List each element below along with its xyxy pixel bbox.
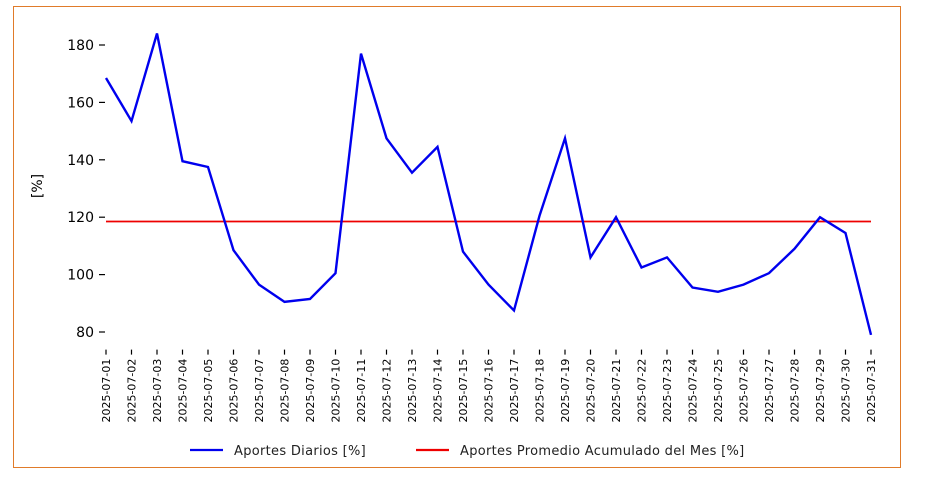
x-tick-label: 2025-07-25 [712, 359, 725, 423]
legend-label: Aportes Promedio Acumulado del Mes [%] [460, 444, 745, 459]
x-tick-label: 2025-07-17 [508, 359, 521, 423]
x-axis: 2025-07-01 2025-07-02 2025-07-03 2025-07-04… [100, 349, 878, 423]
x-tick-label: 2025-07-02 [126, 359, 139, 423]
x-tick-label: 2025-07-18 [534, 359, 547, 423]
y-tick-label: 180 [67, 38, 94, 54]
y-axis: 80 100 120 140 160 180 [67, 38, 105, 341]
x-tick-label: 2025-07-11 [355, 359, 368, 423]
legend: Aportes Diarios [%] Aportes Promedio Acum… [190, 444, 745, 459]
series-line-aportes-diarios [104, 33, 873, 336]
x-tick-label: 2025-07-24 [687, 359, 700, 423]
x-tick-label: 2025-07-03 [151, 359, 164, 423]
x-tick-label: 2025-07-15 [457, 359, 470, 423]
x-tick-label: 2025-07-06 [228, 359, 241, 423]
x-tick-label: 2025-07-20 [585, 359, 598, 423]
y-tick-label: 160 [67, 95, 94, 111]
x-tick-label: 2025-07-05 [202, 359, 215, 423]
x-tick-label: 2025-07-14 [432, 359, 445, 423]
x-tick-label: 2025-07-10 [330, 359, 343, 423]
x-tick-label: 2025-07-08 [279, 359, 292, 423]
series-layer [104, 33, 873, 336]
x-tick-label: 2025-07-19 [559, 359, 572, 423]
x-tick-label: 2025-07-28 [789, 359, 802, 423]
x-tick-label: 2025-07-31 [865, 359, 878, 423]
x-tick-label: 2025-07-01 [100, 359, 113, 423]
x-tick-label: 2025-07-09 [304, 359, 317, 423]
x-tick-label: 2025-07-16 [483, 359, 496, 423]
x-tick-label: 2025-07-29 [814, 359, 827, 423]
y-tick-label: 140 [67, 153, 94, 169]
y-tick-label: 120 [67, 210, 94, 226]
x-tick-label: 2025-07-30 [840, 359, 853, 423]
x-tick-label: 2025-07-13 [406, 359, 419, 423]
legend-label: Aportes Diarios [%] [234, 444, 366, 459]
x-tick-label: 2025-07-23 [661, 359, 674, 423]
x-tick-label: 2025-07-27 [763, 359, 776, 423]
y-axis-label: [%] [30, 174, 46, 198]
y-tick-label: 80 [76, 325, 94, 341]
x-tick-label: 2025-07-22 [636, 359, 649, 423]
x-tick-label: 2025-07-26 [738, 359, 751, 423]
x-tick-label: 2025-07-04 [177, 359, 190, 423]
x-tick-label: 2025-07-07 [253, 359, 266, 423]
x-tick-label: 2025-07-12 [381, 359, 394, 423]
x-tick-label: 2025-07-21 [610, 359, 623, 423]
chart-frame [13, 6, 901, 468]
y-tick-label: 100 [67, 268, 94, 284]
